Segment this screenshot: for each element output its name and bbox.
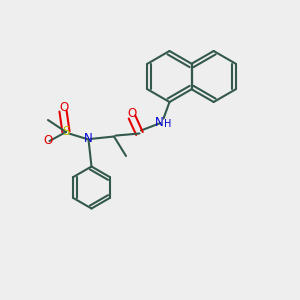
Text: O: O <box>60 101 69 115</box>
Text: N: N <box>84 131 93 145</box>
Text: O: O <box>128 107 136 121</box>
Text: H: H <box>164 119 172 130</box>
Text: S: S <box>62 125 70 139</box>
Text: O: O <box>44 134 52 148</box>
Text: N: N <box>154 116 164 130</box>
